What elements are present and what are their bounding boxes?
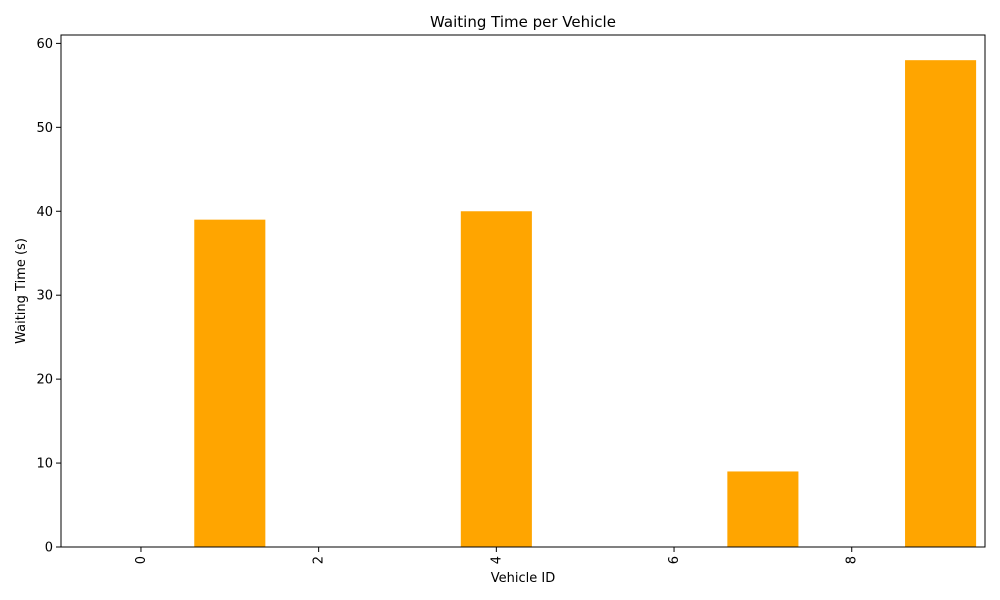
x-tick-label: 8 — [845, 556, 860, 564]
y-tick-label: 10 — [36, 457, 53, 472]
x-tick-label: 2 — [312, 556, 327, 564]
y-tick-label: 60 — [36, 37, 53, 52]
x-tick-label: 0 — [134, 556, 149, 564]
bar-vehicle-9 — [905, 60, 977, 547]
bar-vehicle-4 — [460, 211, 532, 547]
x-axis-ticks: 0 2 4 6 8 — [134, 547, 860, 564]
y-tick-label: 40 — [36, 205, 53, 220]
x-tick-label: 4 — [489, 556, 504, 564]
y-axis-ticks: 0 10 20 30 40 50 60 — [36, 37, 61, 556]
y-tick-label: 30 — [36, 289, 53, 304]
x-tick-label: 6 — [667, 556, 682, 564]
plot-area — [60, 34, 986, 548]
chart-title: Waiting Time per Vehicle — [430, 13, 616, 31]
y-tick-label: 20 — [36, 373, 53, 388]
y-axis-label: Waiting Time (s) — [14, 238, 29, 344]
y-tick-label: 0 — [45, 541, 53, 556]
y-tick-label: 50 — [36, 121, 53, 136]
bar-vehicle-7 — [727, 471, 799, 547]
x-axis-label: Vehicle ID — [491, 571, 555, 586]
bar-vehicle-1 — [194, 219, 266, 547]
bars-group — [194, 60, 977, 547]
plot-frame — [60, 34, 986, 548]
